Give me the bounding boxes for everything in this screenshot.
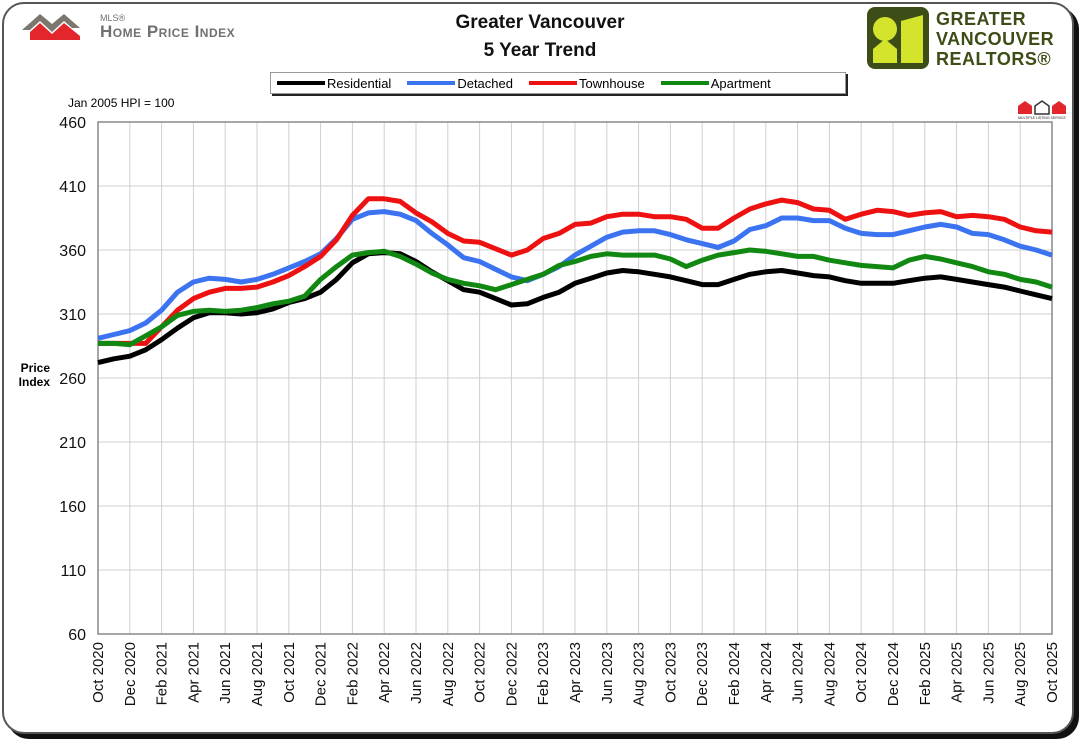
x-tick-label: Aug 2021 (249, 642, 266, 706)
chart-subtitle: 5 Year Trend (483, 40, 597, 61)
x-tick-label: Dec 2020 (122, 642, 139, 706)
x-tick-label: Aug 2024 (821, 642, 838, 706)
legend-item-residential: Residential (277, 76, 391, 91)
x-tick-label: Aug 2025 (1012, 642, 1029, 706)
x-tick-label: Jun 2021 (217, 642, 234, 704)
y-tick-label: 460 (59, 115, 86, 132)
x-tick-label: Oct 2020 (90, 642, 107, 703)
y-tick-label: 60 (68, 627, 86, 644)
y-tick-label: 210 (59, 435, 86, 452)
series-line-detached (97, 209, 1053, 341)
x-tick-label: Jun 2024 (790, 642, 807, 704)
y-tick-label: 410 (59, 179, 86, 196)
plot-border (97, 121, 1053, 635)
x-tick-label: Apr 2024 (758, 642, 775, 703)
x-tick-label: Aug 2022 (440, 642, 457, 706)
y-tick-label: 360 (59, 243, 86, 260)
chart-legend: Residential Detached Townhouse Apartment (270, 72, 846, 94)
svg-text:MULTIPLE LISTING SERVICE: MULTIPLE LISTING SERVICE (1018, 116, 1066, 120)
legend-item-apartment: Apartment (660, 76, 771, 91)
series-line-townhouse (98, 196, 1053, 346)
x-tick-label: Dec 2021 (313, 642, 330, 706)
x-tick-label: Oct 2025 (1044, 642, 1061, 703)
mls-logo-icon: MULTIPLE LISTING SERVICE (1018, 100, 1067, 120)
series-line-residential (97, 250, 1053, 366)
x-tick-label: Dec 2023 (694, 642, 711, 706)
x-tick-label: Apr 2021 (185, 642, 202, 703)
legend-item-townhouse: Townhouse (528, 76, 645, 91)
x-tick-label: Oct 2023 (662, 642, 679, 703)
y-tick-label: 160 (59, 499, 86, 516)
gvr-logo-icon (867, 7, 929, 69)
hpi-logo-text: MLS® Home Price Index (100, 13, 236, 41)
y-axis-label: Price Index (19, 361, 51, 389)
x-tick-label: Dec 2022 (503, 642, 520, 706)
legend-item-detached: Detached (407, 76, 513, 91)
hpi-logo-icon (22, 14, 80, 40)
x-tick-label: Jun 2022 (408, 642, 425, 704)
x-tick-label: Feb 2023 (535, 642, 552, 705)
y-tick-label: 110 (60, 563, 86, 580)
series-line-apartment (98, 247, 1053, 348)
x-tick-label: Feb 2024 (726, 642, 743, 705)
x-tick-label: Jun 2023 (599, 642, 616, 704)
x-tick-label: Apr 2022 (376, 642, 393, 703)
y-tick-label: 310 (59, 307, 86, 324)
x-tick-label: Apr 2023 (567, 642, 584, 703)
x-tick-label: Aug 2023 (631, 642, 648, 706)
x-tick-label: Feb 2022 (344, 642, 361, 705)
x-tick-label: Oct 2021 (281, 642, 298, 703)
base-note: Jan 2005 HPI = 100 (68, 96, 175, 110)
gvr-logo-text: GREATER VANCOUVER REALTORS® (936, 9, 1055, 69)
chart-title: Greater Vancouver (455, 12, 625, 33)
x-tick-label: Feb 2021 (154, 642, 171, 705)
x-tick-label: Dec 2024 (885, 642, 902, 706)
x-tick-label: Oct 2022 (472, 642, 489, 703)
x-tick-label: Oct 2024 (853, 642, 870, 703)
x-tick-label: Feb 2025 (917, 642, 934, 705)
x-tick-label: Apr 2025 (949, 642, 966, 703)
x-tick-label: Jun 2025 (980, 642, 997, 704)
y-tick-label: 260 (59, 371, 86, 388)
